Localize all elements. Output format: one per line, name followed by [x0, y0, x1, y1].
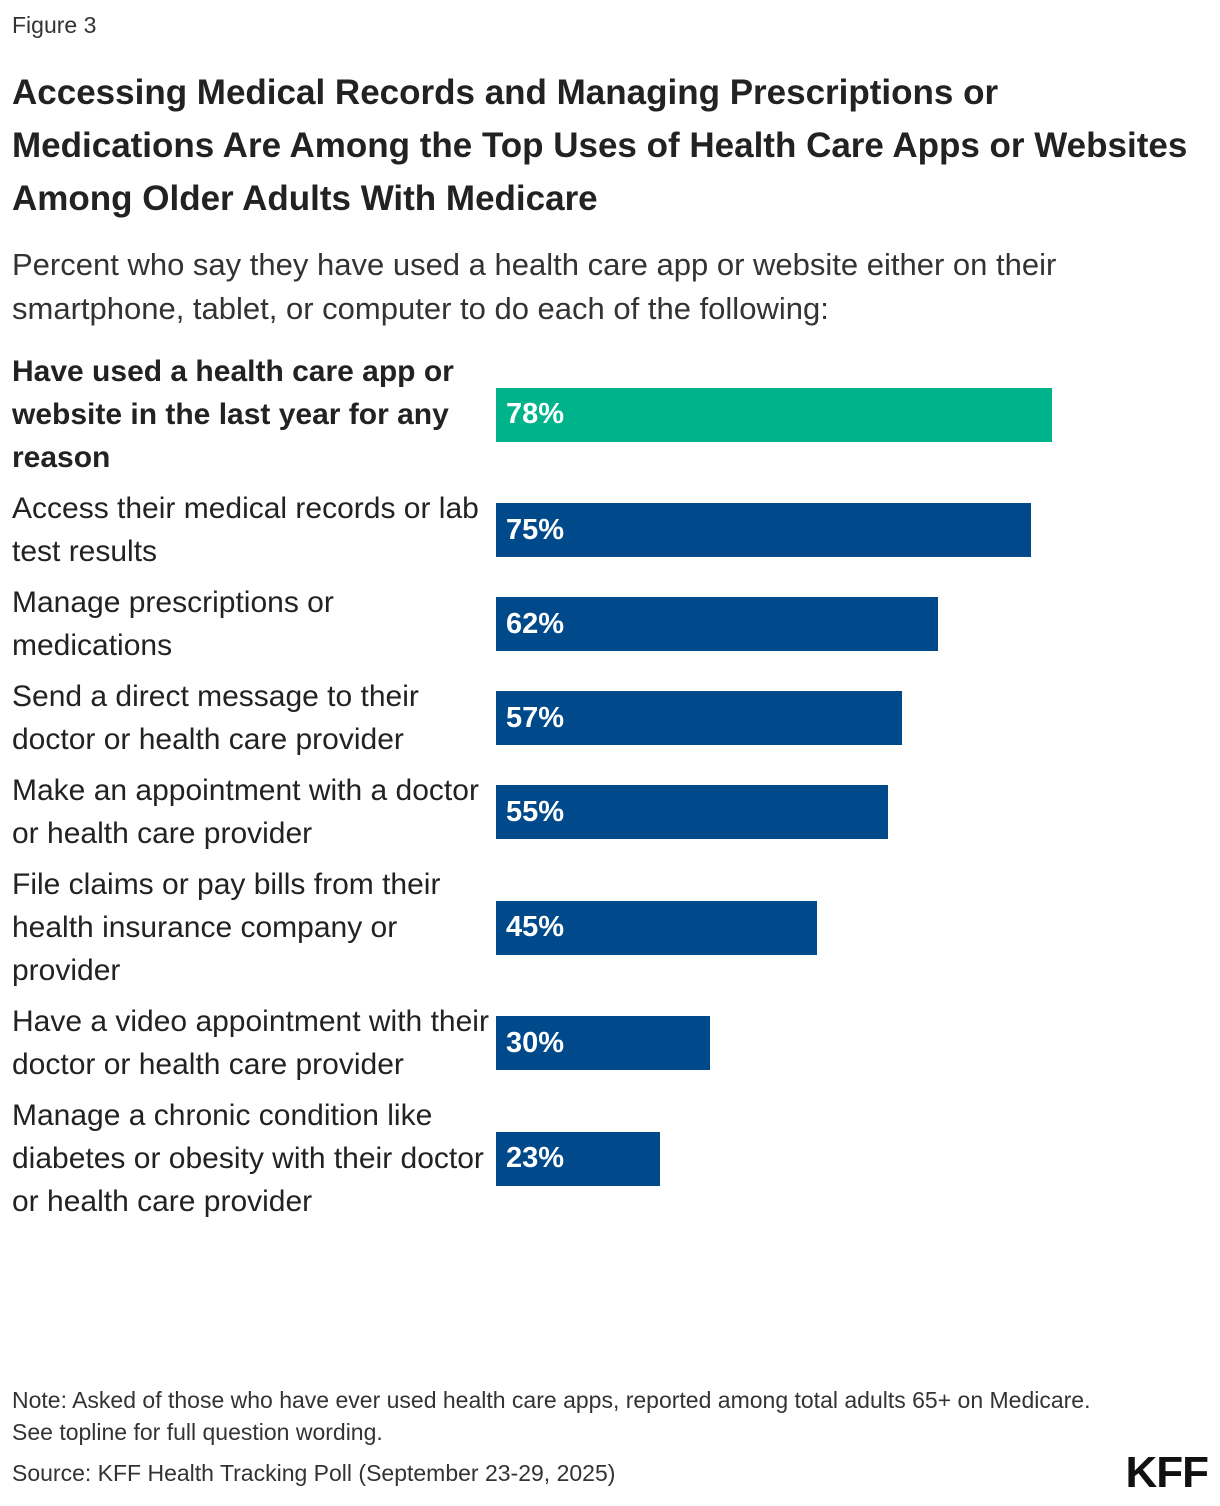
category-label: Make an appointment with a doctor or hea… [12, 774, 479, 850]
bar: 62% [496, 597, 939, 651]
value-label: 75% [506, 513, 565, 546]
value-label: 23% [506, 1142, 565, 1174]
value-label: 45% [506, 911, 565, 943]
value-label: 57% [506, 701, 565, 734]
category-label: Manage a chronic condition like diabetes… [12, 1099, 484, 1218]
note: Note: Asked of those who have ever used … [12, 1387, 1091, 1445]
value-label: 55% [506, 795, 565, 828]
bar: 55% [496, 785, 889, 839]
category-label: File claims or pay bills from their heal… [12, 868, 441, 987]
chart-subtitle: Percent who say they have used a health … [12, 247, 1057, 326]
bar-row: Make an appointment with a doctor or hea… [12, 769, 1212, 855]
bar-row: Have a video appointment with their doct… [12, 1000, 1212, 1086]
bar-row: Have used a health care app or website i… [12, 350, 1212, 479]
bar-row: Access their medical records or lab test… [12, 487, 1212, 573]
category-label: Access their medical records or lab test… [12, 492, 479, 568]
bar: 78% [496, 387, 1053, 442]
bar: 75% [496, 503, 1031, 557]
figure-label: Figure 3 [12, 12, 97, 38]
category-label: Have used a health care app or website i… [12, 355, 454, 474]
bar-row: Manage a chronic condition like diabetes… [12, 1094, 1212, 1223]
bar-row: Send a direct message to their doctor or… [12, 675, 1212, 761]
chart-title: Accessing Medical Records and Managing P… [12, 73, 1188, 218]
category-label: Manage prescriptions or medications [12, 586, 334, 662]
category-label: Have a video appointment with their doct… [12, 1005, 489, 1081]
value-label: 30% [506, 1026, 565, 1059]
bar: 30% [496, 1016, 710, 1070]
source: Source: KFF Health Tracking Poll (Septem… [12, 1460, 616, 1486]
bar-row: Manage prescriptions or medications 62% [12, 581, 1212, 667]
bar: 23% [496, 1131, 660, 1186]
category-label: Send a direct message to their doctor or… [12, 680, 419, 756]
bar: 45% [496, 900, 817, 955]
bar: 57% [496, 691, 903, 745]
logo: KFF [1125, 1448, 1209, 1497]
value-label: 78% [506, 398, 565, 430]
bar-row: File claims or pay bills from their heal… [12, 863, 1212, 992]
bar-rows: Have used a health care app or website i… [12, 350, 1212, 1231]
value-label: 62% [506, 607, 565, 640]
